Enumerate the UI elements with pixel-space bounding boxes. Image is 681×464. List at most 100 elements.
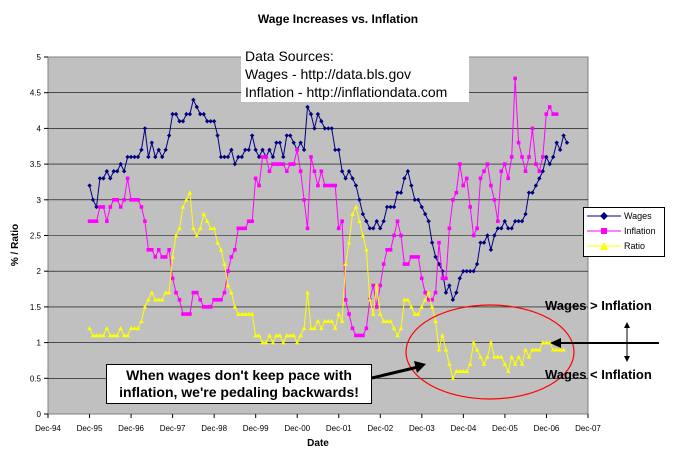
x-axis-label: Date <box>307 438 329 449</box>
data-point-inflation <box>219 297 223 302</box>
data-point-ratio <box>554 347 559 352</box>
data-point-ratio <box>242 311 248 316</box>
data-point-inflation <box>523 169 528 174</box>
data-point-inflation <box>475 226 479 231</box>
data-point-wages <box>412 197 417 202</box>
data-point-inflation <box>343 297 348 302</box>
data-point-ratio <box>561 347 566 352</box>
data-point-wages <box>239 154 244 160</box>
data-point-inflation <box>447 226 452 231</box>
data-point-wages <box>530 190 535 195</box>
data-point-wages <box>464 269 469 274</box>
data-point-inflation <box>326 183 331 188</box>
data-point-wages <box>384 204 390 210</box>
data-point-wages <box>222 154 227 160</box>
data-point-inflation <box>246 219 251 224</box>
y-tick-label: 2 <box>37 267 42 276</box>
data-point-ratio <box>236 311 241 316</box>
data-point-wages <box>454 290 459 295</box>
data-point-ratio <box>398 326 404 331</box>
data-point-inflation <box>551 112 555 116</box>
data-point-inflation <box>295 148 299 152</box>
data-point-ratio <box>301 326 307 331</box>
data-point-ratio <box>540 340 546 345</box>
data-point-ratio <box>132 326 137 331</box>
data-point-wages <box>232 161 238 167</box>
legend: Wages Inflation Ratio <box>583 207 665 257</box>
data-point-inflation <box>181 312 185 316</box>
series-wages <box>87 97 570 302</box>
data-point-inflation <box>547 105 552 109</box>
data-point-ratio <box>325 318 331 323</box>
data-point-ratio <box>488 340 494 345</box>
data-point-wages <box>215 133 220 138</box>
data-point-inflation <box>492 198 497 202</box>
data-point-ratio <box>485 354 490 359</box>
data-point-ratio <box>557 347 563 352</box>
data-point-wages <box>391 204 397 210</box>
data-point-ratio <box>287 333 293 338</box>
data-point-wages <box>336 147 341 153</box>
data-point-ratio <box>433 318 438 323</box>
data-point-wages <box>104 169 110 174</box>
data-point-wages <box>201 111 206 117</box>
data-point-wages <box>180 119 186 124</box>
data-point-inflation <box>319 169 324 174</box>
data-point-inflation <box>191 290 196 295</box>
data-point-ratio <box>152 297 158 302</box>
data-point-wages <box>388 204 393 210</box>
data-point-ratio <box>481 361 487 366</box>
data-point-ratio <box>218 247 224 252</box>
data-point-inflation <box>333 183 338 188</box>
data-point-inflation <box>250 219 254 224</box>
data-point-ratio <box>284 333 290 338</box>
parity-arrowhead <box>550 338 561 348</box>
data-point-wages <box>187 111 193 117</box>
data-point-ratio <box>94 333 99 338</box>
data-point-inflation <box>118 205 123 209</box>
data-point-inflation <box>136 198 140 202</box>
data-point-ratio <box>315 318 321 323</box>
wages-below-label: Wages < Inflation <box>545 367 652 382</box>
data-point-wages <box>343 176 348 181</box>
data-point-wages <box>291 140 296 145</box>
data-point-ratio <box>232 304 238 309</box>
data-point-inflation <box>347 312 351 316</box>
data-point-wages <box>374 219 379 224</box>
y-tick-label: 3 <box>37 196 42 205</box>
data-point-inflation <box>146 247 151 252</box>
data-point-wages <box>395 190 400 195</box>
data-point-wages <box>471 269 476 274</box>
data-point-wages <box>319 119 324 124</box>
data-point-wages <box>461 269 466 274</box>
data-point-inflation <box>381 262 386 266</box>
data-point-inflation <box>174 290 178 295</box>
data-point-inflation <box>468 205 472 209</box>
data-point-inflation <box>485 162 490 166</box>
data-point-inflation <box>513 76 517 81</box>
data-point-wages <box>360 211 366 217</box>
data-point-ratio <box>332 326 338 331</box>
data-point-inflation <box>201 305 206 309</box>
data-point-wages <box>163 147 168 153</box>
data-point-wages <box>184 111 189 117</box>
x-tick-label: Dec-03 <box>409 424 435 433</box>
data-point-ratio <box>215 240 220 245</box>
legend-inflation-swatch <box>587 228 621 234</box>
data-point-wages <box>357 197 362 202</box>
data-point-ratio <box>367 297 373 302</box>
data-point-inflation <box>264 155 268 159</box>
data-point-ratio <box>305 290 310 295</box>
data-point-wages <box>204 119 210 124</box>
callout-line-1: When wages don't keep pace with <box>126 367 352 383</box>
data-point-inflation <box>409 255 414 259</box>
x-tick-label: Dec-04 <box>450 424 476 433</box>
series-group <box>87 76 570 381</box>
data-point-wages <box>537 176 542 181</box>
data-point-inflation <box>309 155 313 159</box>
data-point-wages <box>377 226 383 231</box>
data-point-wages <box>481 240 487 245</box>
data-point-ratio <box>149 290 155 295</box>
data-point-wages <box>371 226 376 231</box>
data-point-ratio <box>180 204 186 209</box>
